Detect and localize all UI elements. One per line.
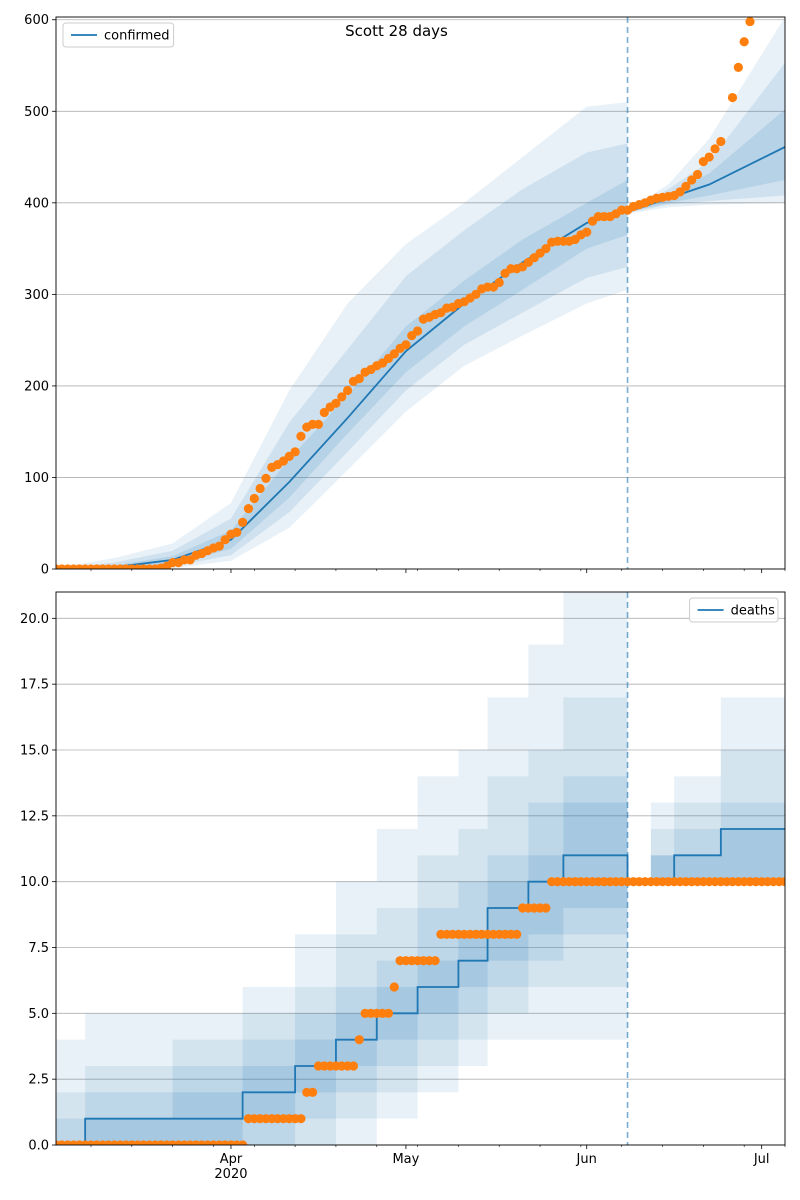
observed-point: [383, 1008, 394, 1018]
observed-point: [710, 144, 720, 154]
observed-point: [296, 431, 306, 441]
observed-point: [541, 903, 551, 913]
band-p95: [627, 750, 785, 882]
observed-layer: [56, 17, 755, 569]
observed-point: [739, 37, 749, 47]
band-p95: [56, 102, 628, 569]
observed-point: [243, 503, 254, 514]
observed-point: [389, 349, 399, 359]
y-tick-label: 2.5: [28, 1073, 49, 1088]
chart-title: Scott 28 days: [345, 22, 448, 40]
observed-point: [692, 169, 703, 180]
x-tick-label: Apr: [220, 1152, 243, 1167]
legend-box: [689, 597, 779, 623]
plot-area: [56, 592, 785, 1145]
band-p80: [627, 802, 785, 882]
plot-area: [56, 17, 785, 569]
band-p95: [627, 17, 785, 214]
band-layer: [56, 17, 785, 569]
y-tick-label: 100: [24, 471, 49, 486]
observed-point: [238, 517, 248, 527]
observed-point: [675, 187, 685, 197]
x-tick-label: Jul: [753, 1152, 770, 1167]
legend: deaths: [689, 597, 779, 623]
band-p80: [56, 143, 628, 569]
observed-point: [238, 1140, 248, 1145]
observed-point: [727, 92, 738, 103]
y-tick-label: 20.0: [20, 612, 49, 627]
band-p99: [627, 697, 785, 882]
y-tick-label: 200: [24, 379, 49, 394]
y-tick-label: 600: [24, 13, 49, 28]
legend-box: [62, 22, 175, 48]
observed-point: [716, 136, 726, 147]
axes-frame: [55, 16, 786, 570]
observed-point: [220, 535, 230, 545]
observed-point: [704, 152, 714, 162]
x-tick-sublabel: 2020: [214, 1167, 247, 1182]
observed-point: [214, 541, 224, 551]
observed-point: [296, 1114, 306, 1124]
band-layer: [56, 592, 785, 1145]
observed-point: [780, 877, 785, 887]
axes-frame: [55, 591, 786, 1146]
band-p80: [627, 62, 785, 213]
observed-point: [582, 227, 592, 237]
observed-point: [512, 929, 522, 939]
observed-point: [249, 493, 259, 504]
observed-point: [354, 373, 364, 384]
y-tick-label: 15.0: [20, 744, 49, 759]
observed-point: [255, 483, 265, 494]
observed-point: [430, 956, 440, 966]
band-p50: [56, 802, 628, 1145]
observed-point: [412, 326, 423, 336]
legend: confirmed: [62, 22, 175, 48]
observed-point: [687, 175, 697, 185]
observed-point: [389, 982, 399, 992]
observed-point: [290, 447, 300, 457]
observed-point: [401, 340, 411, 350]
y-tick-label: 5.0: [28, 1007, 49, 1022]
observed-point: [261, 473, 271, 483]
observed-point: [348, 1061, 359, 1071]
legend-label: confirmed: [104, 29, 170, 44]
confirmed-panel: 0 100 200 300 400 500 600 confirmed Scott 28 day…: [24, 13, 786, 578]
observed-point: [745, 17, 755, 27]
observed-point: [733, 62, 743, 72]
observed-point: [681, 181, 691, 191]
y-tick-label: 0.0: [28, 1139, 49, 1154]
observed-point: [343, 385, 353, 396]
legend-label: deaths: [731, 604, 776, 619]
observed-point: [232, 527, 242, 537]
observed-point: [337, 392, 347, 402]
band-p50: [627, 109, 785, 212]
y-tick-label: 300: [24, 288, 49, 303]
grid-layer: [56, 19, 785, 569]
observed-point: [541, 244, 551, 254]
observed-point: [319, 407, 329, 418]
x-tick-label: May: [392, 1152, 419, 1167]
y-tick-label: 500: [24, 105, 49, 120]
observed-point: [471, 289, 481, 299]
x-tick-label: Jun: [576, 1152, 597, 1167]
band-p50: [56, 179, 628, 569]
band-p99: [56, 592, 628, 1145]
observed-point: [308, 1087, 318, 1097]
observed-point: [313, 419, 324, 429]
observed-point: [354, 1035, 364, 1045]
y-tick-label: 7.5: [28, 941, 49, 956]
observed-layer: [56, 877, 785, 1145]
observed-point: [494, 277, 504, 288]
band-p95: [56, 697, 628, 1145]
y-tick-label: 400: [24, 196, 49, 211]
y-tick-label: 12.5: [20, 809, 49, 824]
y-tick-label: 17.5: [20, 678, 49, 693]
observed-point: [331, 398, 341, 408]
y-tick-label: 10.0: [20, 875, 49, 890]
band-p80: [56, 776, 628, 1145]
y-tick-label: 0: [41, 563, 49, 578]
